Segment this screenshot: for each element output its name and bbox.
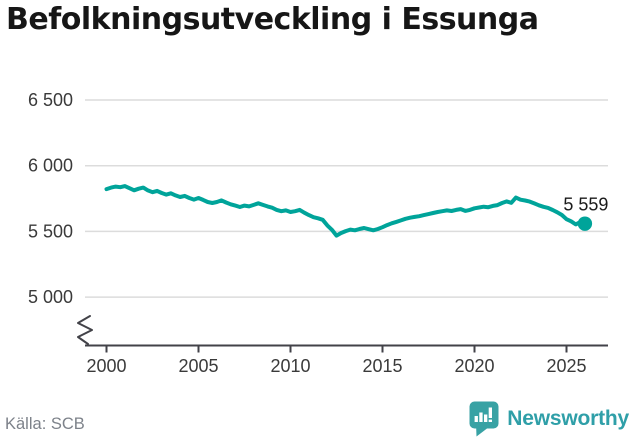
x-axis-label: 2000 [86,356,126,376]
end-point-marker [577,216,593,231]
newsworthy-logo: Newsworthy [469,401,629,437]
population-line-chart: 6 500 6 000 5 500 5 000 2000 2005 2010 2015 2020… [28,90,608,376]
source-caption: Källa: SCB [5,415,85,433]
y-axis-label: 6 500 [28,90,73,110]
y-axis-label: 5 000 [28,287,73,307]
y-axis-label: 6 000 [28,156,73,176]
x-axis-label: 2015 [362,356,402,376]
x-axis-label: 2005 [178,356,218,376]
chart-title: Befolkningsutveckling i Essunga [6,2,539,37]
newsworthy-logo-icon [469,401,499,437]
newsworthy-logo-text: Newsworthy [507,407,629,430]
y-axis-label: 5 500 [28,221,73,241]
end-value-label: 5 559 [563,195,608,215]
x-axis-label: 2025 [546,356,586,376]
axis-break-icon [77,315,93,345]
x-axis-label: 2010 [270,356,310,376]
population-line [104,184,587,238]
x-axis-label: 2020 [454,356,494,376]
